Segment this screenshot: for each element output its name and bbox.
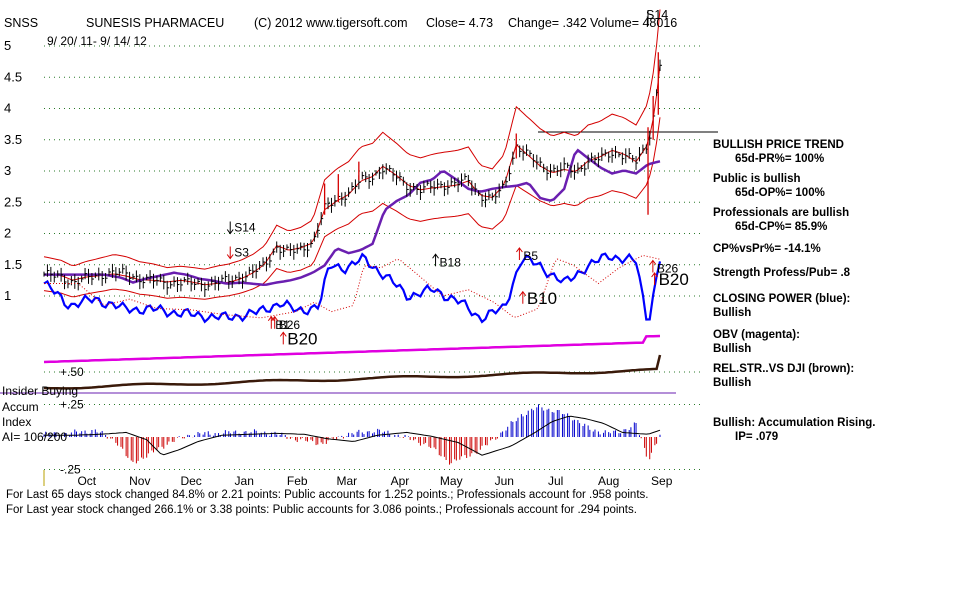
x-tick-label: Jul: [548, 474, 563, 488]
accum-label: Accum: [2, 400, 39, 414]
x-tick-label: Apr: [391, 474, 410, 488]
x-tick-label: Nov: [129, 474, 150, 488]
y-tick-label: 2.5: [4, 194, 22, 209]
signal-arrowhead: [432, 253, 439, 259]
x-tick-label: Jun: [495, 474, 514, 488]
y-tick-label: 3: [4, 163, 11, 178]
status-line: 65d-OP%= 100%: [735, 187, 825, 199]
x-tick-label: Aug: [598, 474, 619, 488]
signal-arrowhead: [279, 331, 287, 337]
top-signal-label: S14: [646, 8, 669, 22]
accum-label: Insider Buying: [2, 384, 78, 398]
accum-tick-label: +.50: [60, 365, 84, 379]
accum-tick-label: +.25: [60, 398, 84, 412]
lower-band: [43, 117, 661, 300]
y-tick-label: 5: [4, 38, 11, 53]
y-tick-label: 1: [4, 288, 11, 303]
rel-strength-line: [43, 354, 662, 390]
closing-power-avg: [44, 254, 661, 319]
signal-arrowhead: [226, 229, 234, 235]
accum-tick-label: -.25: [60, 463, 81, 477]
status-line: 65d-CP%= 85.9%: [735, 221, 828, 233]
status-line: CLOSING POWER (blue):: [713, 293, 851, 305]
status-line: Public is bullish: [713, 173, 801, 185]
y-tick-label: 4.5: [4, 69, 22, 84]
volume-value: Volume= 48016: [590, 16, 678, 30]
signal-arrowhead: [516, 247, 523, 253]
signal-label: B20: [659, 270, 689, 289]
x-tick-label: Oct: [77, 474, 96, 488]
signal-arrowhead: [651, 272, 658, 278]
date-range: 9/ 20/ 11- 9/ 14/ 12: [47, 34, 147, 48]
status-line: Bullish: Accumulation Rising.: [713, 417, 876, 429]
y-tick-label: 1.5: [4, 257, 22, 272]
signal-label: S3: [234, 246, 249, 260]
status-line: Strength Profess/Pub= .8: [713, 267, 851, 279]
summary-year: For Last year stock changed 266.1% or 3.…: [6, 504, 637, 516]
signal-arrowhead: [649, 259, 657, 265]
x-tick-label: May: [440, 474, 463, 488]
status-line: Professionals are bullish: [713, 207, 850, 219]
accum-histogram: [43, 404, 661, 465]
upper-band: [43, 9, 661, 270]
x-tick-label: Feb: [287, 474, 308, 488]
ticker-symbol: SNSS: [4, 16, 39, 30]
status-line: REL.STR..VS DJI (brown):: [713, 363, 855, 375]
close-value: Close= 4.73: [426, 16, 494, 30]
signal-label: B1: [275, 318, 290, 332]
x-tick-label: Dec: [180, 474, 201, 488]
company-name: SUNESIS PHARMACEU: [86, 16, 225, 30]
change-value: Change= .342: [508, 16, 587, 30]
signal-label: B20: [287, 329, 317, 348]
x-tick-label: Jan: [235, 474, 254, 488]
signal-label: B26: [657, 262, 679, 276]
price-bars: [43, 59, 662, 297]
signal-label: B26: [279, 318, 301, 332]
status-line: OBV (magenta):: [713, 329, 800, 341]
x-tick-label: Sep: [651, 474, 673, 488]
closing-power-line: [43, 252, 662, 324]
status-line: BULLISH PRICE TREND: [713, 139, 844, 151]
y-tick-label: 3.5: [4, 132, 22, 147]
signal-label: S14: [234, 221, 256, 235]
status-line: CP%vsPr%= -14.1%: [713, 243, 821, 255]
x-tick-label: Mar: [337, 474, 358, 488]
signal-label: B5: [523, 249, 538, 263]
accum-avg-line: [44, 415, 661, 456]
status-line: 65d-PR%= 100%: [735, 153, 825, 165]
signal-label: B18: [440, 255, 462, 269]
accum-label: Index: [2, 415, 31, 429]
y-tick-label: 2: [4, 226, 11, 241]
status-line: Bullish: [713, 343, 752, 355]
signal-arrowhead: [226, 254, 234, 260]
status-line: Bullish: [713, 377, 752, 389]
signal-label: B10: [527, 289, 557, 308]
obv-line: [43, 334, 661, 364]
copyright: (C) 2012 www.tigersoft.com: [254, 16, 408, 30]
accum-label: AI= 106/200: [2, 430, 67, 444]
summary-65d: For Last 65 days stock changed 84.8% or …: [6, 489, 649, 501]
y-tick-label: 4: [4, 101, 11, 116]
status-line: Bullish: [713, 307, 752, 319]
status-line: IP= .079: [735, 431, 779, 443]
signal-arrowhead: [271, 315, 279, 322]
signal-arrowhead: [519, 290, 527, 297]
